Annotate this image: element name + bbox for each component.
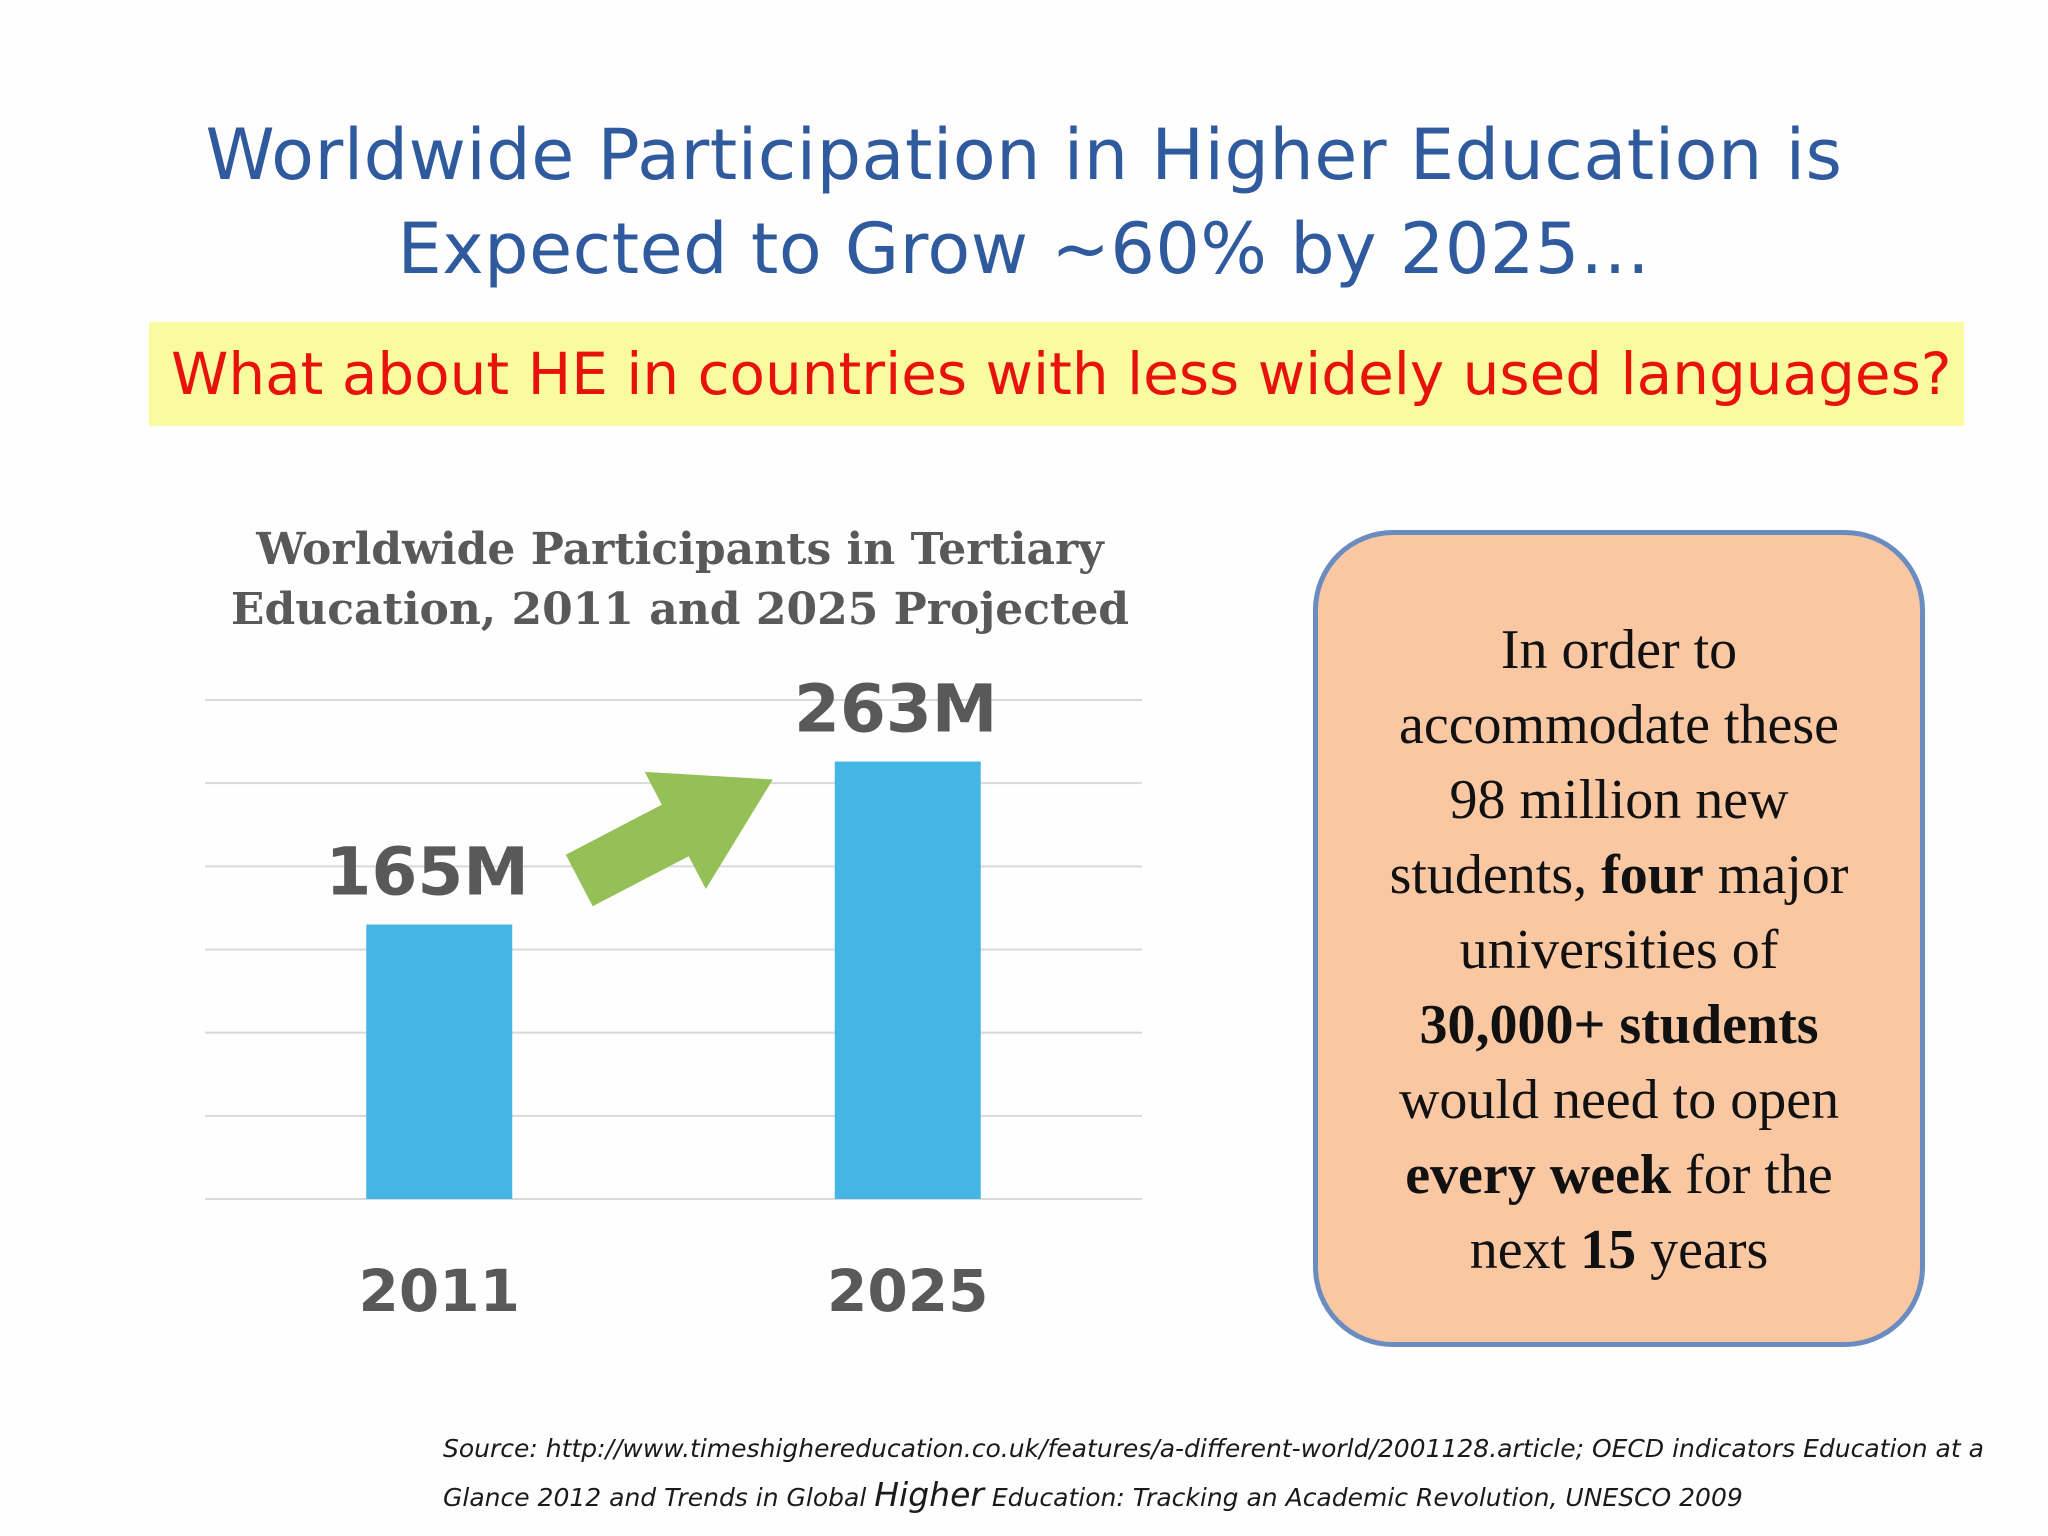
callout-line-9-start: next bbox=[1469, 1219, 1581, 1281]
growth-arrow-icon bbox=[565, 771, 773, 907]
callout-line-4: students, four major bbox=[1390, 844, 1849, 906]
callout-line-7: would need to open bbox=[1398, 1069, 1840, 1131]
x-tick-label-2025: 2025 bbox=[827, 1257, 988, 1325]
source-line-2-c: Education: Tracking an Academic Revoluti… bbox=[983, 1483, 1743, 1512]
callout-line-4-start: students, bbox=[1389, 844, 1602, 906]
title-line-1: Worldwide Participation in Higher Educat… bbox=[205, 114, 1843, 196]
callout-line-5: universities of bbox=[1459, 919, 1779, 981]
callout-line-4-end: major bbox=[1703, 844, 1849, 906]
callout-line-8-end: for the bbox=[1671, 1144, 1833, 1206]
callout-emphasis-students: 30,000+ students bbox=[1419, 994, 1819, 1056]
question-band: What about HE in countries with less wid… bbox=[149, 322, 1964, 426]
callout-emphasis-every-week: every week bbox=[1405, 1144, 1672, 1206]
title-line-2: Expected to Grow ~60% by 2025… bbox=[397, 208, 1651, 290]
bar-2025 bbox=[834, 761, 981, 1199]
callout-line-2: accommodate these bbox=[1398, 694, 1839, 756]
chart-title: Worldwide Participants in Tertiary Educa… bbox=[230, 524, 1130, 635]
callout-line-3: 98 million new bbox=[1449, 769, 1789, 831]
callout-emphasis-four: four bbox=[1601, 844, 1704, 906]
source-line-1: Source: http://www.timeshighereducation.… bbox=[443, 1434, 1984, 1463]
callout-box: In order to accommodate these 98 million… bbox=[1313, 530, 1925, 1347]
source-line-2-b: Higher bbox=[874, 1475, 984, 1514]
source-citation: Source: http://www.timeshighereducation.… bbox=[443, 1426, 2048, 1521]
source-line-2-a: Glance 2012 and Trends in Global bbox=[443, 1483, 875, 1512]
bar-2011 bbox=[366, 924, 513, 1199]
callout-line-1: In order to bbox=[1500, 619, 1738, 681]
callout-emphasis-15: 15 bbox=[1580, 1219, 1637, 1281]
callout-line-8: every week for the bbox=[1405, 1144, 1833, 1206]
source-line-2: Glance 2012 and Trends in Global Higher … bbox=[443, 1475, 1743, 1514]
x-tick-label-2011: 2011 bbox=[359, 1257, 520, 1325]
callout-line-9: next 15 years bbox=[1470, 1219, 1769, 1281]
data-label-2011: 165M bbox=[326, 834, 529, 911]
callout-text: In order to accommodate these 98 million… bbox=[1318, 613, 1920, 1288]
question-text: What about HE in countries with less wid… bbox=[171, 340, 1952, 408]
slide-title: Worldwide Participation in Higher Educat… bbox=[0, 108, 2048, 296]
data-label-2025: 263M bbox=[794, 671, 997, 748]
callout-line-9-end: years bbox=[1636, 1219, 1769, 1281]
